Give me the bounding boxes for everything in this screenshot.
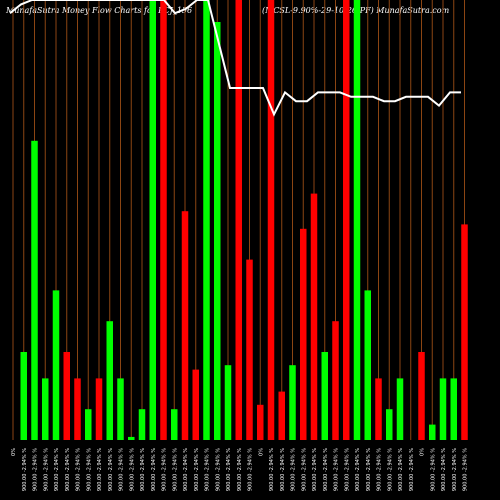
- bar-outflow: [95, 378, 103, 440]
- x-tick-label: 900.00 -2.94% %: [312, 448, 318, 491]
- x-tick-label: 900.00 -2.94% %: [97, 448, 103, 491]
- bar-inflow: [149, 0, 156, 440]
- bar-inflow: [31, 140, 38, 441]
- x-tick-label: 900.00 -2.94% %: [301, 448, 307, 491]
- x-tick-label: 900.00 -2.94% %: [183, 448, 189, 491]
- x-tick-label: 900.00 -2.94% %: [65, 448, 71, 491]
- bar-outflow: [63, 352, 70, 440]
- x-tick-label: 900.00 -2.94% %: [129, 448, 135, 491]
- x-tick-label: 900.00 -2.94% %: [409, 448, 415, 491]
- x-tick-label: 900.00 -2.94% %: [162, 448, 168, 491]
- bar-outflow: [235, 0, 242, 440]
- x-tick-label: 900.00 -2.94% %: [33, 448, 39, 491]
- bar-inflow: [214, 22, 221, 440]
- bar-outflow: [74, 378, 81, 440]
- x-tick-label: 900.00 -2.94% %: [215, 448, 221, 491]
- bar-inflow: [289, 365, 296, 440]
- x-tick-label: 900.00 -2.94% %: [387, 448, 393, 491]
- x-tick-label: 900.00 -2.94% %: [140, 448, 146, 491]
- bar-outflow: [267, 0, 275, 440]
- bar-outflow: [343, 0, 350, 440]
- x-tick-label: 0%: [258, 448, 264, 456]
- x-tick-label: 900.00 -2.94% %: [291, 448, 297, 491]
- bar-outflow: [246, 259, 253, 440]
- x-tick-label: 900.00 -2.94% %: [205, 448, 211, 491]
- x-tick-label: 900.00 -2.94% %: [151, 448, 157, 491]
- x-tick-label: 900.00 -2.94% %: [194, 448, 200, 491]
- bar-inflow: [42, 378, 49, 440]
- x-tick-label: 900.00 -2.94% %: [108, 448, 114, 491]
- x-tick-label: 900.00 -2.94% %: [237, 448, 243, 491]
- x-tick-label: 900.00 -2.94% %: [366, 448, 372, 491]
- x-tick-label: 900.00 -2.94% %: [452, 448, 458, 491]
- x-tick-label: 900.00 -2.94% %: [323, 448, 329, 491]
- bar-inflow: [364, 290, 371, 440]
- bars: [20, 0, 468, 441]
- x-tick-label: 900.00 -2.94% %: [119, 448, 125, 491]
- x-tick-label: 900.00 -2.94% %: [76, 448, 82, 491]
- bar-inflow: [224, 365, 232, 440]
- x-tick-label: 900.00 -2.94% %: [280, 448, 286, 491]
- bar-inflow: [396, 378, 404, 440]
- bar-outflow: [310, 193, 318, 440]
- x-tick-label: 900.00 -2.94% %: [355, 448, 361, 491]
- x-tick-label: 900.00 -2.94% %: [398, 448, 404, 491]
- bar-outflow: [181, 211, 189, 440]
- money-flow-line: [9, 0, 461, 117]
- bar-inflow: [203, 0, 210, 440]
- x-tick-label: 900.00 -2.94% %: [172, 448, 178, 491]
- x-tick-label: 900.00 -2.94% %: [86, 448, 92, 491]
- bar-outflow: [278, 391, 285, 440]
- x-tick-label: 900.00 -2.94% %: [377, 448, 383, 491]
- bar-outflow: [375, 378, 382, 440]
- x-tick-label: 0%: [420, 448, 426, 456]
- bar-inflow: [321, 352, 328, 440]
- x-tick-label: 900.00 -2.94% %: [344, 448, 350, 491]
- x-tick-label: 900.00 -2.94% %: [430, 448, 436, 491]
- bar-outflow: [257, 404, 264, 440]
- x-tick-label: 0%: [11, 448, 17, 456]
- bar-inflow: [106, 321, 113, 440]
- bar-inflow: [429, 424, 436, 440]
- bar-outflow: [332, 321, 339, 440]
- bar-inflow: [128, 436, 135, 440]
- x-tick-label: 900.00 -2.94% %: [463, 448, 469, 491]
- x-tick-label: 900.00 -2.94% %: [441, 448, 447, 491]
- bar-inflow: [386, 409, 393, 440]
- bar-outflow: [461, 224, 468, 440]
- x-tick-label: 900.00 -2.94% %: [43, 448, 49, 491]
- bar-inflow: [20, 352, 27, 440]
- bar-inflow: [117, 378, 124, 440]
- bar-inflow: [52, 290, 60, 440]
- bar-inflow: [439, 378, 447, 440]
- bar-outflow: [418, 352, 425, 440]
- bar-inflow: [450, 378, 457, 440]
- bar-inflow: [138, 409, 146, 440]
- x-tick-label: 900.00 -2.94% %: [334, 448, 340, 491]
- x-tick-label: 900.00 -2.94% %: [269, 448, 275, 491]
- bar-inflow: [353, 0, 361, 440]
- bar-inflow: [85, 409, 92, 440]
- x-tick-labels: 0% 900.00 -2.94% % 900.00 -2.94% % 900.00 -…: [11, 448, 469, 491]
- x-tick-label: 900.00 -2.94% %: [226, 448, 232, 491]
- x-tick-label: 900.00 -2.94% %: [22, 448, 28, 491]
- x-tick-label: 900.00 -2.94% %: [54, 448, 60, 491]
- bar-outflow: [300, 228, 307, 440]
- bar-inflow: [171, 409, 178, 440]
- x-tick-label: 900.00 -2.94% %: [248, 448, 254, 491]
- bar-outflow: [160, 0, 167, 440]
- bar-outflow: [192, 369, 199, 440]
